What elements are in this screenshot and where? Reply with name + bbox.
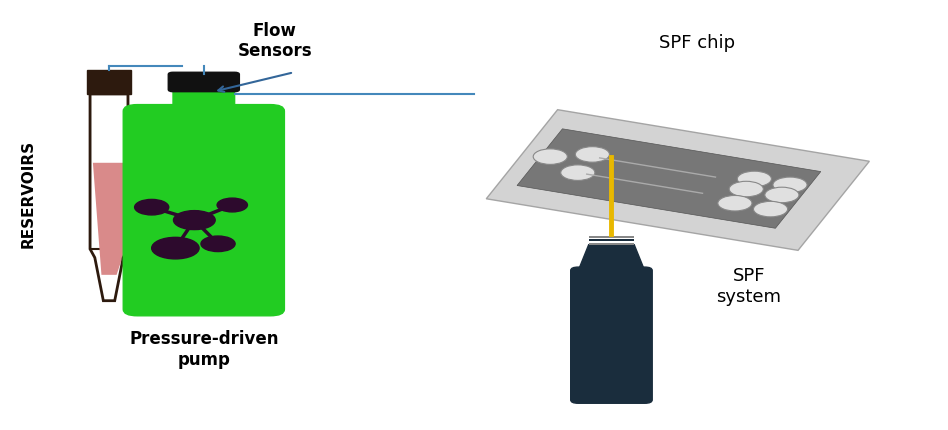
- Polygon shape: [578, 245, 645, 271]
- FancyBboxPatch shape: [589, 243, 634, 245]
- Circle shape: [738, 172, 772, 187]
- Circle shape: [173, 211, 215, 230]
- Circle shape: [718, 196, 752, 212]
- FancyBboxPatch shape: [123, 105, 284, 316]
- Polygon shape: [517, 129, 821, 229]
- Text: RESERVOIRS: RESERVOIRS: [21, 140, 36, 247]
- Text: Pressure-driven
pump: Pressure-driven pump: [129, 329, 279, 368]
- FancyBboxPatch shape: [589, 240, 634, 242]
- Circle shape: [533, 150, 567, 165]
- Circle shape: [560, 166, 594, 181]
- Text: Flow
Sensors: Flow Sensors: [238, 22, 312, 60]
- Circle shape: [754, 202, 788, 218]
- FancyBboxPatch shape: [589, 236, 634, 238]
- Text: SPF
system: SPF system: [717, 267, 781, 305]
- Circle shape: [773, 178, 807, 193]
- Circle shape: [575, 147, 610, 163]
- FancyBboxPatch shape: [173, 88, 234, 114]
- Circle shape: [729, 182, 763, 197]
- Circle shape: [135, 200, 169, 215]
- Circle shape: [152, 238, 199, 259]
- Circle shape: [217, 199, 247, 212]
- Circle shape: [765, 188, 799, 203]
- FancyBboxPatch shape: [571, 267, 652, 403]
- FancyBboxPatch shape: [168, 73, 239, 92]
- Polygon shape: [486, 111, 869, 251]
- Polygon shape: [93, 163, 125, 275]
- FancyBboxPatch shape: [90, 95, 128, 249]
- Circle shape: [201, 237, 235, 252]
- Text: SPF chip: SPF chip: [659, 34, 735, 52]
- FancyBboxPatch shape: [87, 71, 131, 95]
